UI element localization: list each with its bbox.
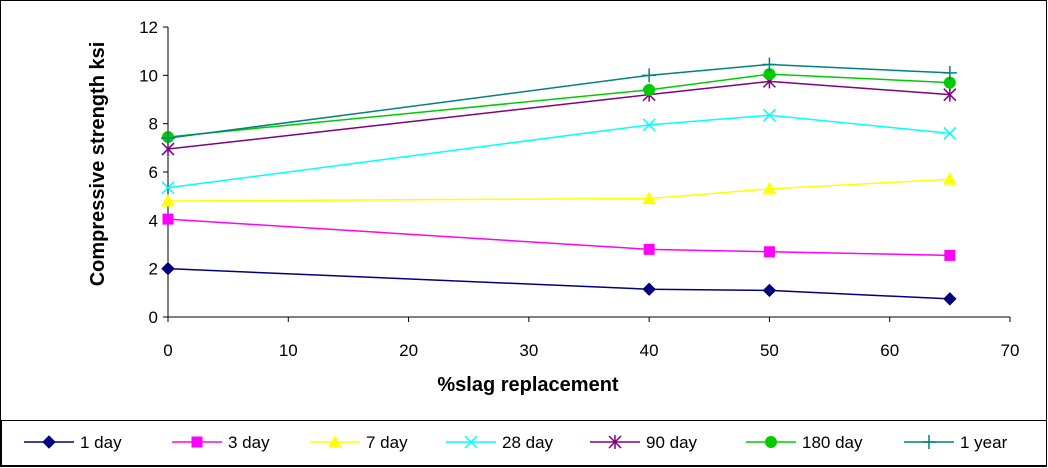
series-line <box>167 267 950 300</box>
data-point <box>642 118 656 132</box>
x-tick-label: 70 <box>1001 341 1020 360</box>
legend-entry: 90 day <box>590 433 698 452</box>
legend-label: 7 day <box>366 433 408 452</box>
y-axis-title: Compressive strength ksi <box>87 42 109 287</box>
data-point <box>161 181 175 195</box>
data-point <box>762 108 776 122</box>
legend-entry: 3 day <box>172 433 270 452</box>
series-1-day <box>161 261 957 306</box>
series-line <box>167 80 950 150</box>
y-tick-label: 0 <box>149 308 158 327</box>
data-point <box>643 83 656 96</box>
x-tick-label: 10 <box>279 341 298 360</box>
legend-label: 1 year <box>960 433 1008 452</box>
legend-marker <box>608 435 622 449</box>
legend-marker <box>765 436 777 448</box>
data-point <box>642 191 656 205</box>
y-tick-label: 8 <box>149 115 158 134</box>
y-tick-label: 4 <box>149 211 158 230</box>
series-line <box>167 114 950 189</box>
series-line <box>167 178 950 202</box>
x-tick-label: 30 <box>519 341 538 360</box>
y-tick-label: 2 <box>149 260 158 279</box>
legend-box <box>1 420 1047 466</box>
legend-label: 28 day <box>502 433 554 452</box>
y-tick-label: 12 <box>139 18 158 37</box>
data-point <box>161 131 175 146</box>
legend-entry: 7 day <box>310 433 408 452</box>
legend-marker <box>328 434 342 448</box>
x-tick-label: 40 <box>640 341 659 360</box>
legend-label: 180 day <box>802 433 863 452</box>
legend-marker <box>42 435 56 449</box>
legend-label: 3 day <box>228 433 270 452</box>
legend-entry: 180 day <box>746 433 863 452</box>
data-point <box>642 68 657 83</box>
x-tick-label: 50 <box>760 341 779 360</box>
legend-entry: 28 day <box>446 433 554 452</box>
legend: 1 day 3 day 7 day 28 day 90 day 180 day 1 year <box>1 420 1047 466</box>
legend-label: 1 day <box>80 433 122 452</box>
plot-area: 0 2 4 6 8 10 12 0 10 20 30 40 50 60 70 <box>139 18 1019 360</box>
data-point <box>763 246 775 258</box>
x-tick-label: 60 <box>880 341 899 360</box>
data-point <box>943 126 957 140</box>
series-line <box>167 218 950 257</box>
series-line <box>167 63 950 139</box>
data-point <box>942 65 957 80</box>
legend-entry: 1 day <box>24 433 122 452</box>
legend-label: 90 day <box>646 433 698 452</box>
data-point <box>762 181 777 195</box>
data-point <box>161 193 175 207</box>
legend-marker <box>922 435 936 449</box>
legend-marker <box>191 436 203 448</box>
series-line <box>167 73 950 138</box>
data-point <box>762 57 777 72</box>
data-point <box>161 261 175 276</box>
x-axis-title: %slag replacement <box>437 374 619 396</box>
legend-marker <box>464 435 478 449</box>
legend-entry: 1 year <box>904 433 1008 452</box>
data-point <box>943 292 957 306</box>
y-tick-label: 10 <box>139 66 158 85</box>
series-3-day <box>162 213 956 261</box>
series-28-day <box>161 108 957 195</box>
x-tick-label: 0 <box>163 341 172 360</box>
series-1-year <box>161 57 957 146</box>
data-point <box>162 213 174 225</box>
data-point <box>643 243 655 255</box>
x-tick-label: 20 <box>399 341 418 360</box>
data-point <box>943 87 957 102</box>
data-point <box>642 282 656 296</box>
data-point <box>944 249 956 261</box>
data-point <box>943 172 957 185</box>
y-tick-label: 6 <box>149 163 158 182</box>
data-point <box>762 283 777 298</box>
series-7-day <box>161 172 957 207</box>
